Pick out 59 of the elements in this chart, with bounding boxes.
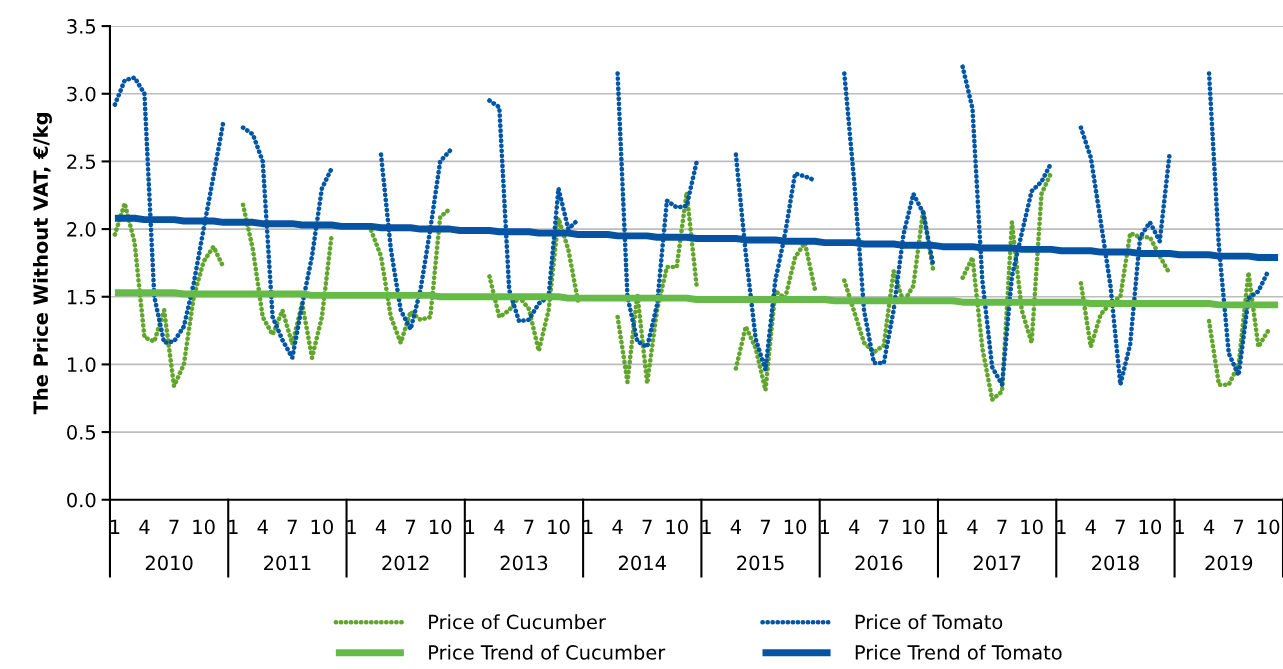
y-tick-label: 3.0: [67, 86, 96, 102]
x-tick-label: 4: [1085, 519, 1096, 534]
x-tick-label: 7: [1234, 519, 1244, 534]
text: 2016: [855, 555, 903, 571]
x-tick-label: 7: [642, 519, 652, 534]
x-tick-label: 4: [494, 519, 505, 534]
x-tick-label: 4: [139, 519, 150, 534]
x-tick-label: 7: [169, 519, 179, 534]
legend-label: Price Trend of Tomato: [855, 644, 1062, 660]
x-tick-label: 10: [903, 519, 925, 535]
x-tick-label: 4: [848, 519, 860, 534]
x-tick-label: 1: [1057, 519, 1066, 534]
text: 2012: [382, 555, 429, 571]
y-tick-label: 1.5: [67, 289, 96, 305]
x-tick-label: 4: [1203, 519, 1215, 534]
legend-label: Price of Cucumber: [429, 614, 606, 630]
x-tick-label: 7: [879, 519, 889, 534]
x-tick-label: 10: [548, 519, 570, 535]
x-tick-label: 4: [967, 519, 978, 534]
x-tick-label: 7: [524, 519, 534, 534]
text: 2010: [145, 555, 193, 571]
x-tick-label: 1: [229, 519, 238, 534]
legend-label: Price Trend of Cucumber: [429, 644, 666, 660]
x-tick-label: 7: [997, 519, 1007, 534]
x-tick-label: 10: [784, 519, 807, 535]
y-tick-label: 1.0: [67, 357, 96, 373]
x-tick-label: 10: [429, 519, 452, 535]
x-tick-label: 4: [257, 519, 268, 534]
x-tick-label: 7: [287, 519, 297, 534]
text: 2017: [973, 555, 1021, 571]
x-tick-label: 1: [702, 519, 711, 534]
text: 2014: [618, 555, 666, 571]
x-tick-label: 7: [406, 519, 416, 534]
x-tick-label: 10: [311, 519, 333, 535]
x-tick-label: 4: [612, 519, 623, 534]
text: 2011: [264, 555, 311, 571]
x-tick-label: 1: [938, 519, 948, 534]
x-tick-label: 4: [730, 519, 741, 534]
y-tick-label: 0.5: [67, 425, 96, 440]
text: 2013: [500, 555, 548, 571]
x-tick-label: 1: [583, 519, 593, 534]
x-tick-label: 10: [666, 519, 688, 535]
legend-label: Price of Tomato: [855, 614, 1003, 630]
x-tick-label: 4: [375, 519, 387, 534]
text: 2015: [737, 555, 784, 571]
y-tick-label: 2.5: [67, 154, 96, 170]
x-tick-label: 10: [193, 519, 215, 535]
x-tick-label: 7: [1115, 519, 1125, 534]
y-axis-title: The Price Without VAT, €/kg: [32, 113, 52, 415]
x-tick-label: 10: [1021, 519, 1043, 535]
text: 2019: [1205, 555, 1253, 571]
x-tick-label: 1: [110, 519, 120, 534]
y-tick-label: 3.5: [67, 19, 96, 34]
y-tick-label: 0.0: [67, 492, 96, 508]
x-tick-label: 7: [760, 519, 770, 534]
text: 2018: [1092, 555, 1139, 571]
y-tick-label: 2.0: [67, 222, 96, 237]
x-tick-label: 10: [1257, 519, 1280, 535]
x-tick-label: 10: [1139, 519, 1161, 535]
